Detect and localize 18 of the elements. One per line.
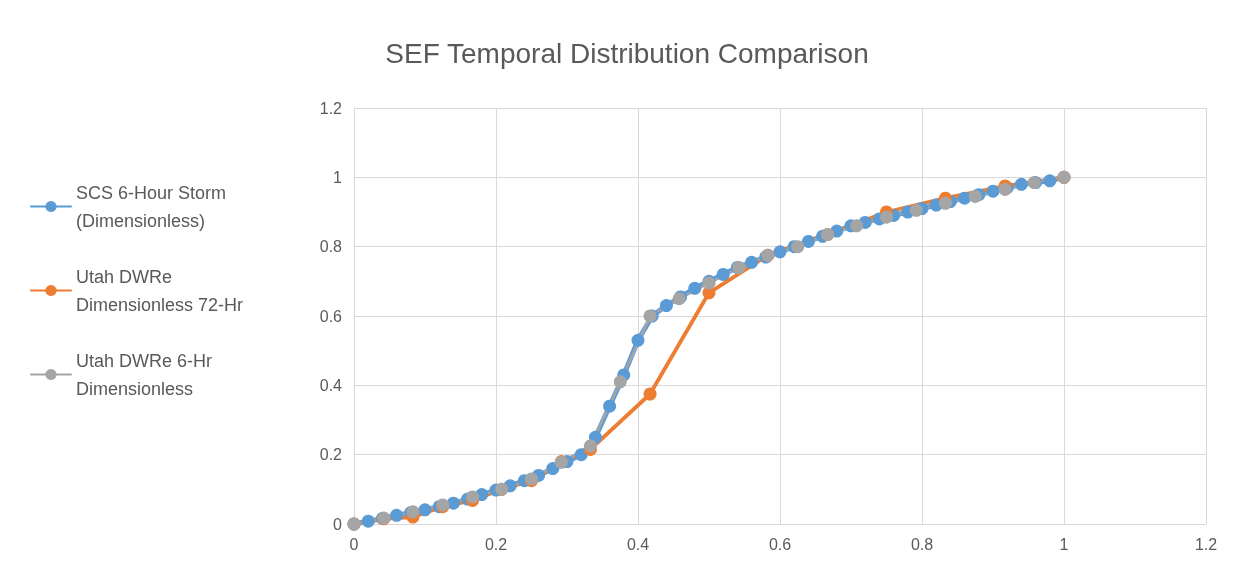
x-tick-label: 0.4 [626,535,650,553]
x-tick-label: 0.6 [768,535,792,553]
x-tick-label: 1.2 [1194,535,1218,553]
x-tick-label: 0.8 [910,535,934,553]
y-tick-label: 0 [333,515,343,533]
x-tick-label: 0.2 [484,535,508,553]
y-tick-label: 0.2 [319,446,343,464]
legend-label: SCS 6-Hour Storm (Dimensionless) [76,182,232,231]
y-tick-label: 1 [333,168,343,186]
legend-label: Utah DWRe Dimensionless 72-Hr [76,266,244,315]
legend-label: Utah DWRe 6-Hr Dimensionless [76,350,218,399]
y-tick-label: 1.2 [319,99,343,117]
y-tick-label: 0.6 [319,307,343,325]
y-tick-label: 0.4 [319,376,343,394]
x-tick-label: 1 [1059,535,1069,553]
x-tick-label: 0 [349,535,359,553]
chart-title: SEF Temporal Distribution Comparison [385,37,869,69]
y-tick-label: 0.8 [319,238,343,256]
